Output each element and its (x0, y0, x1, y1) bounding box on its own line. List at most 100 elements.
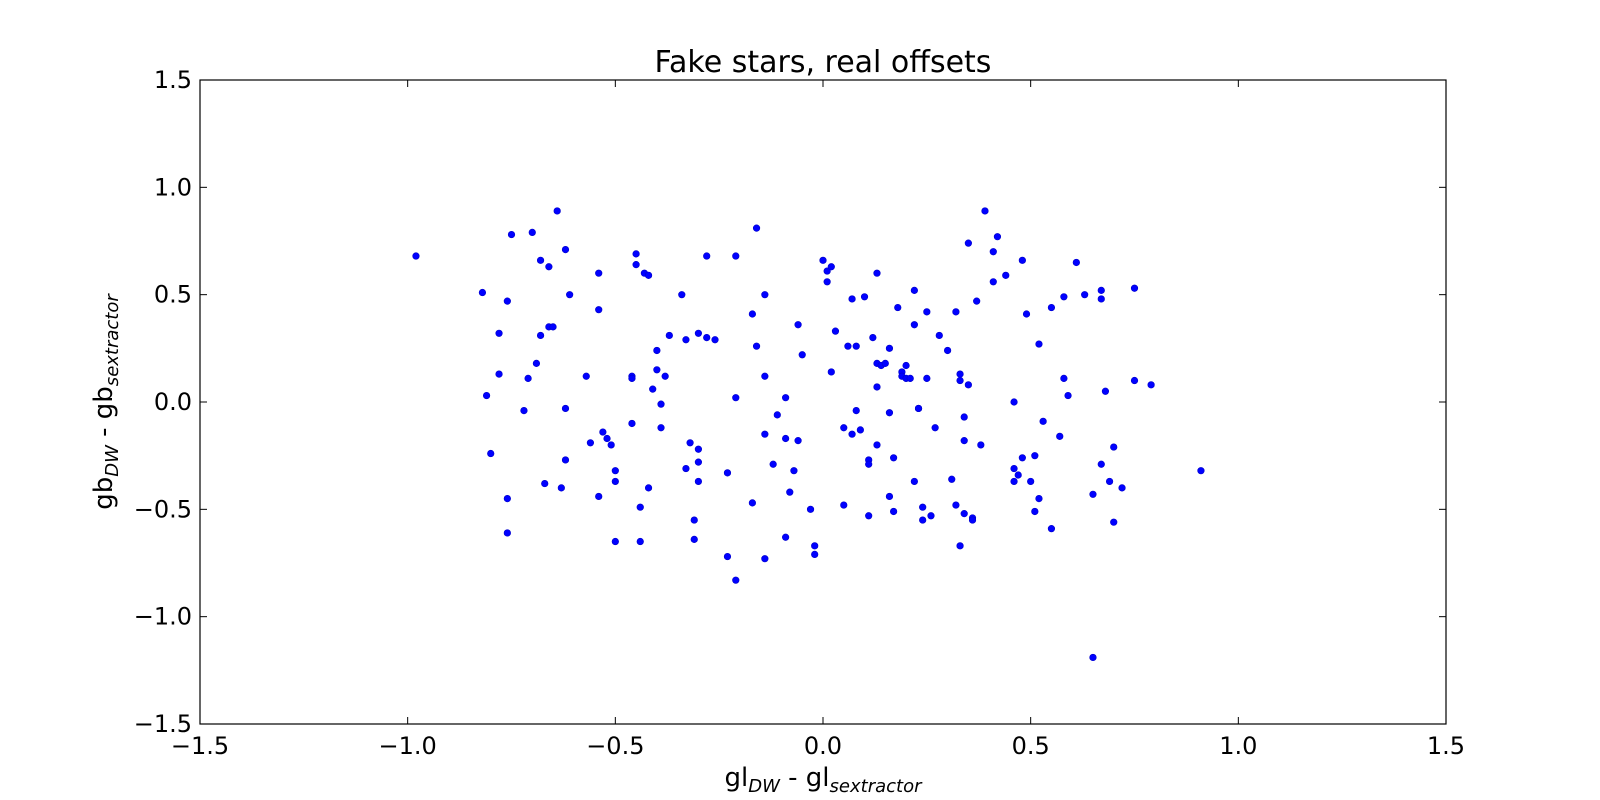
data-point (819, 256, 827, 264)
data-point (790, 467, 798, 475)
data-point (503, 297, 511, 305)
data-point (536, 256, 545, 264)
axis-label-text: gl (724, 763, 748, 793)
data-point (993, 233, 1002, 241)
data-point (752, 224, 761, 232)
data-point (603, 434, 611, 443)
data-point (1147, 381, 1155, 389)
data-point (935, 331, 943, 340)
data-point (1010, 398, 1018, 406)
data-point (894, 303, 902, 312)
data-point (524, 374, 532, 382)
x-tick-label: −1.5 (171, 732, 229, 760)
data-point (732, 252, 740, 260)
data-point (786, 488, 794, 496)
data-point (607, 441, 615, 449)
data-point (890, 507, 898, 516)
data-point (948, 475, 956, 483)
data-point (823, 267, 831, 275)
data-point (960, 437, 968, 445)
data-point (798, 351, 806, 359)
data-point (628, 419, 636, 428)
data-point (823, 278, 831, 286)
data-point (989, 278, 997, 286)
data-point (865, 460, 873, 468)
data-point (694, 458, 703, 466)
data-point (1130, 376, 1139, 385)
data-point (1014, 471, 1022, 479)
data-point (831, 327, 840, 335)
data-point (649, 385, 657, 393)
data-point (1097, 295, 1105, 303)
data-point (881, 359, 889, 367)
data-point (1072, 258, 1080, 267)
data-point (657, 424, 665, 432)
data-point (919, 516, 927, 524)
data-point (952, 308, 960, 316)
data-point (595, 492, 603, 501)
data-point (520, 406, 528, 415)
data-point (595, 306, 603, 314)
data-point (923, 308, 931, 316)
data-point (711, 336, 719, 344)
data-point (732, 576, 740, 584)
data-point (723, 552, 732, 561)
data-point (1027, 477, 1035, 486)
data-point (1060, 374, 1068, 382)
data-point (873, 269, 881, 277)
data-point (989, 248, 997, 256)
data-point (919, 503, 927, 511)
data-point (981, 207, 989, 215)
data-point (1056, 432, 1064, 440)
data-point (761, 291, 769, 299)
x-tick-label: −0.5 (586, 732, 644, 760)
data-point (632, 250, 640, 258)
data-point (732, 394, 740, 402)
data-point (611, 477, 619, 486)
data-point (682, 336, 690, 344)
data-point (811, 542, 819, 550)
data-point (960, 413, 968, 421)
data-point (931, 424, 939, 432)
data-point (910, 286, 918, 294)
data-point (678, 291, 686, 299)
data-point (723, 469, 732, 477)
data-point (769, 460, 777, 468)
data-point (495, 370, 503, 378)
data-point (956, 370, 964, 378)
data-point (599, 428, 607, 436)
data-point (840, 501, 848, 509)
axis-label-subscript: DW (748, 776, 781, 797)
data-point (956, 542, 964, 550)
data-point (761, 430, 769, 438)
axis-label-subscript: sextractor (830, 776, 924, 797)
data-point (977, 441, 985, 449)
data-point (1097, 286, 1105, 294)
data-point (1047, 525, 1056, 533)
data-point (482, 391, 491, 400)
data-point (1039, 417, 1047, 425)
data-point (665, 331, 673, 340)
data-point (885, 344, 894, 352)
data-point (794, 437, 802, 445)
data-point (782, 394, 790, 402)
data-point (1018, 454, 1026, 462)
data-point (566, 291, 574, 299)
data-point (549, 323, 557, 331)
data-point (1002, 271, 1010, 279)
data-point (1060, 293, 1068, 301)
data-point (852, 406, 860, 415)
data-point (927, 512, 935, 520)
data-point (694, 477, 703, 486)
data-point (964, 381, 972, 389)
data-point (703, 334, 711, 342)
data-point (703, 252, 711, 260)
data-point (507, 230, 516, 239)
data-point (1010, 464, 1018, 473)
data-point (694, 329, 703, 337)
data-point (644, 484, 653, 492)
data-point (636, 503, 644, 511)
x-tick-label: 1.0 (1219, 732, 1257, 760)
data-point (1118, 484, 1126, 492)
